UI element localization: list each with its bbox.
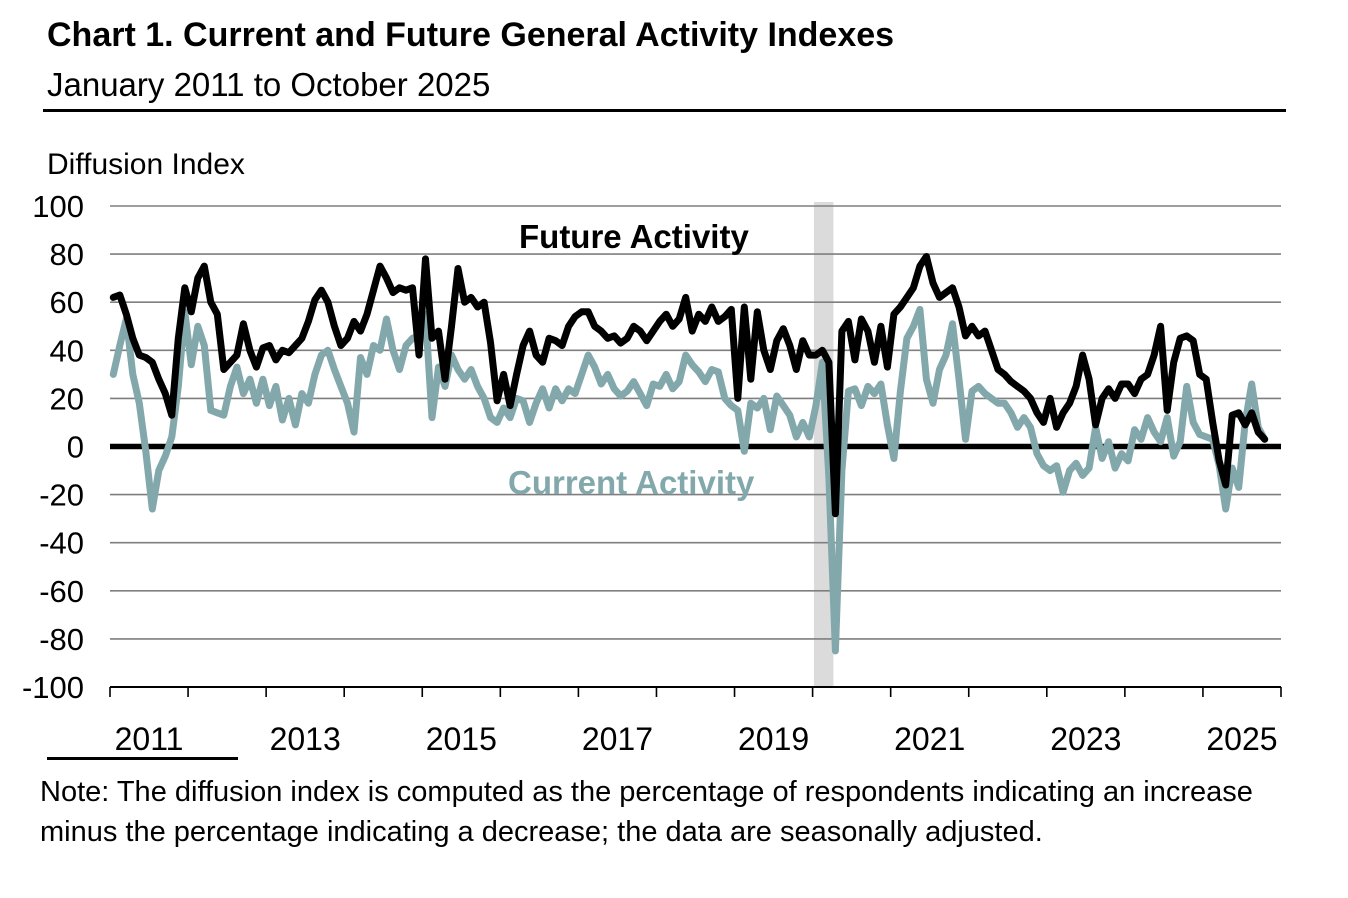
- y-tick-label: -20: [39, 478, 84, 513]
- x-tick-label: 2019: [738, 721, 809, 757]
- x-tick-label: 2023: [1050, 721, 1121, 757]
- x-tick-label: 2013: [270, 721, 341, 757]
- y-tick-label: -80: [39, 622, 84, 657]
- chart-subtitle: January 2011 to October 2025: [47, 66, 491, 103]
- footnote-line-2: minus the percentage indicating a decrea…: [40, 816, 1043, 848]
- series-label-current-activity: Current Activity: [508, 464, 755, 501]
- y-tick-label: 0: [67, 430, 84, 465]
- y-tick-label: 40: [50, 333, 84, 368]
- x-tick-label: 2021: [894, 721, 965, 757]
- x-axis-2011-underline: [47, 757, 238, 760]
- y-tick-label: 80: [50, 237, 84, 272]
- x-tick-label: 2017: [582, 721, 653, 757]
- y-tick-label: -40: [39, 526, 84, 561]
- x-tick-label: 2015: [426, 721, 497, 757]
- y-axis-unit-label: Diffusion Index: [47, 148, 245, 181]
- x-tick-label: 2011: [115, 721, 184, 757]
- title-divider-rule: [43, 109, 1286, 112]
- footnote-line-1: Note: The diffusion index is computed as…: [40, 776, 1253, 808]
- chart-title: Chart 1. Current and Future General Acti…: [47, 16, 895, 54]
- series-label-future-activity: Future Activity: [519, 218, 749, 255]
- y-tick-label: -100: [22, 670, 84, 705]
- y-tick-label: 20: [50, 381, 84, 416]
- current-activity-line: [109, 305, 1269, 655]
- future-activity-line: [109, 253, 1269, 518]
- x-tick-label: 2025: [1206, 721, 1277, 757]
- y-tick-label: -60: [39, 574, 84, 609]
- y-tick-label: 100: [32, 189, 84, 224]
- y-tick-label: 60: [50, 285, 84, 320]
